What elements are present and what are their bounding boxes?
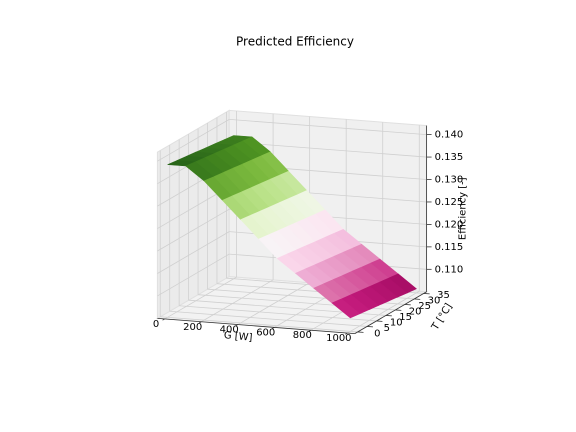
z-tick-label: 0.120 — [435, 219, 464, 230]
y-tick-label: 20 — [409, 306, 422, 317]
grid-line — [169, 310, 368, 327]
y-tick-label: 10 — [390, 317, 403, 328]
y-axis — [354, 291, 427, 334]
grid-line — [229, 141, 427, 158]
z-tick-label: 0.130 — [435, 175, 464, 186]
grid-line — [229, 118, 427, 136]
y-tick-label: 35 — [437, 290, 450, 301]
x-tick-label: 200 — [183, 322, 202, 333]
x-axis-label: G [W] — [223, 330, 253, 343]
z-tick-label: 0.125 — [435, 197, 464, 208]
grid-line — [157, 231, 230, 274]
y-tick-label: 30 — [428, 295, 441, 306]
grid-line — [157, 119, 230, 162]
chart-title: Predicted Efficiency — [236, 35, 354, 49]
y-tick-label: 15 — [399, 312, 412, 323]
z-tick-label: 0.135 — [435, 152, 464, 163]
grid-line — [157, 253, 230, 297]
x-tick-label: 1000 — [326, 333, 351, 344]
y-tick-label: 25 — [418, 301, 431, 312]
grid-line — [179, 305, 377, 322]
z-tick-label: 0.115 — [435, 242, 464, 253]
x-axis — [157, 317, 355, 334]
x-tick-label: 400 — [220, 325, 239, 336]
grid-line — [157, 208, 230, 252]
z-tick-label: 0.110 — [435, 264, 464, 275]
y-tick-label: 5 — [384, 323, 390, 334]
x-tick-label: 800 — [293, 330, 312, 341]
x-tick-label: 600 — [256, 327, 275, 338]
grid-line — [160, 316, 358, 333]
z-axis-label: Efficiency [-] — [458, 177, 469, 240]
surface-patch — [331, 298, 361, 319]
z-tick-label: 0.140 — [435, 130, 464, 141]
y-tick-label: 0 — [374, 328, 380, 339]
x-tick-label: 0 — [153, 319, 159, 330]
